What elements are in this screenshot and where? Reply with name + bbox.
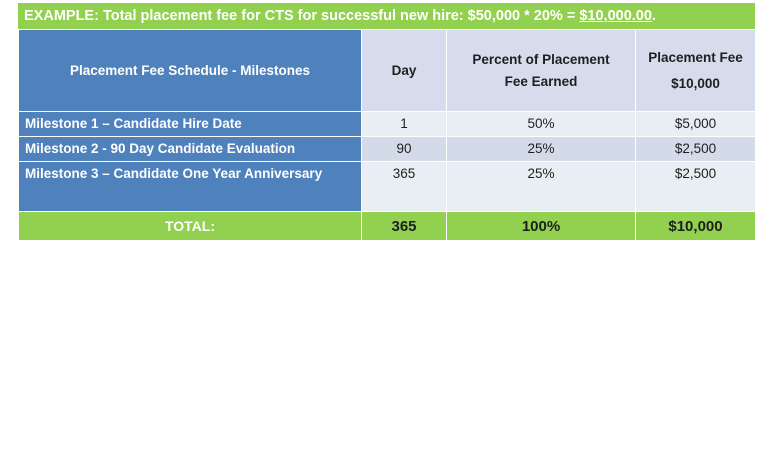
fee-cell: $2,500 [635, 136, 756, 162]
total-label: TOTAL: [18, 211, 362, 241]
milestone-cell: Milestone 1 – Candidate Hire Date [18, 111, 362, 137]
total-row: TOTAL: 365 100% $10,000 [18, 211, 756, 241]
banner-amount: $10,000.00 [579, 8, 652, 24]
header-day: Day [361, 29, 447, 112]
milestone-cell: Milestone 2 - 90 Day Candidate Evaluatio… [18, 136, 362, 162]
total-fee: $10,000 [635, 211, 756, 241]
percent-cell: 25% [446, 161, 636, 212]
fee-cell: $5,000 [635, 111, 756, 137]
total-percent: 100% [446, 211, 636, 241]
percent-cell: 25% [446, 136, 636, 162]
day-cell: 1 [361, 111, 447, 137]
day-cell: 365 [361, 161, 447, 212]
header-placement-fee: Placement Fee $10,000 [635, 29, 756, 112]
placement-fee-table: Placement Fee Schedule - Milestones Day … [18, 29, 756, 241]
header-fee-title: Placement Fee [648, 49, 743, 65]
banner-prefix: EXAMPLE: Total placement fee for CTS for… [24, 8, 580, 24]
banner-suffix: . [651, 8, 656, 24]
header-fee-amount: $10,000 [671, 75, 720, 91]
fee-cell: $2,500 [635, 161, 756, 212]
table-row: Milestone 2 - 90 Day Candidate Evaluatio… [18, 136, 756, 162]
milestone-cell: Milestone 3 – Candidate One Year Anniver… [18, 161, 362, 212]
day-cell: 90 [361, 136, 447, 162]
header-milestones: Placement Fee Schedule - Milestones [18, 29, 362, 112]
total-day: 365 [361, 211, 447, 241]
table-row: Milestone 3 – Candidate One Year Anniver… [18, 161, 756, 212]
example-banner: EXAMPLE: Total placement fee for CTS for… [18, 3, 755, 29]
table-row: Milestone 1 – Candidate Hire Date 1 50% … [18, 111, 756, 137]
table-header-row: Placement Fee Schedule - Milestones Day … [18, 29, 756, 112]
percent-cell: 50% [446, 111, 636, 137]
header-percent-label: Percent of Placement Fee Earned [472, 51, 610, 89]
header-percent: Percent of Placement Fee Earned [446, 29, 636, 112]
